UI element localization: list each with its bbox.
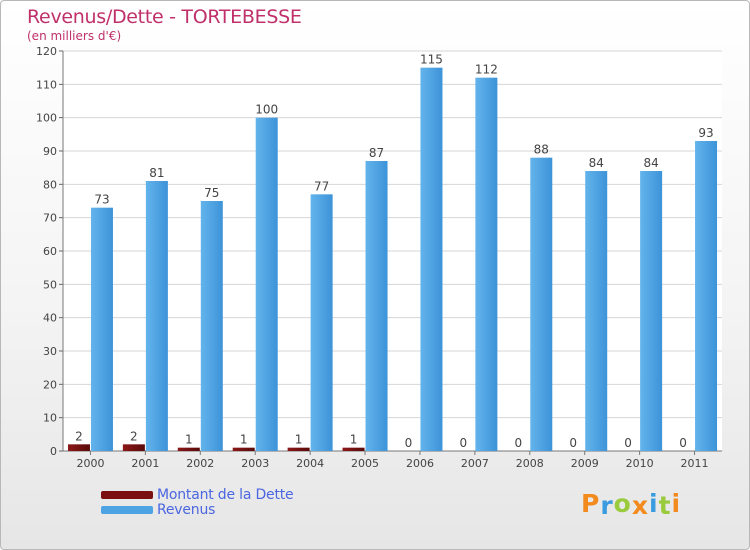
bar-revenus (420, 67, 443, 452)
bar-revenus (145, 181, 168, 451)
x-tick-label: 2004 (296, 457, 324, 470)
logo-letter: t (658, 491, 672, 520)
logo-letter: i (671, 489, 682, 518)
y-tick-label: 20 (43, 378, 57, 391)
y-tick-label: 100 (36, 112, 57, 125)
logo-letter: P (581, 489, 601, 518)
bar-dette (287, 447, 310, 451)
bar-dette (177, 447, 200, 451)
x-tick-label: 2001 (131, 457, 159, 470)
bar-revenus (475, 77, 498, 452)
bar-revenus (585, 171, 608, 451)
y-tick-label: 30 (43, 345, 57, 358)
data-label-dette: 1 (350, 433, 358, 447)
chart-subtitle: (en milliers d'€) (27, 29, 122, 43)
legend-label-revenus: Revenus (157, 501, 216, 518)
y-tick-label: 40 (43, 312, 57, 325)
logo-letter: o (613, 489, 632, 518)
data-label-revenus: 73 (94, 193, 109, 207)
data-label-dette: 0 (569, 436, 577, 450)
data-label-revenus: 100 (255, 103, 278, 117)
data-label-revenus: 112 (475, 63, 498, 77)
bar-revenus (90, 207, 113, 451)
data-label-dette: 0 (405, 436, 413, 450)
x-tick-label: 2008 (516, 457, 544, 470)
y-tick-label: 0 (50, 445, 57, 458)
y-tick-label: 90 (43, 145, 57, 158)
logo-letter: r (600, 491, 614, 520)
bar-revenus (530, 157, 553, 451)
data-label-dette: 0 (679, 436, 687, 450)
x-tick-label: 2010 (626, 457, 654, 470)
y-tick-label: 120 (36, 45, 57, 58)
legend-item-revenus: Revenus (101, 501, 293, 518)
x-tick-label: 2007 (461, 457, 489, 470)
legend-swatch-dette (101, 490, 153, 499)
bar-dette (122, 444, 145, 451)
logo-letter: i (649, 489, 659, 518)
legend-item-dette: Montant de la Dette (101, 486, 294, 503)
data-label-dette: 1 (295, 433, 303, 447)
bar-revenus (310, 194, 333, 452)
x-tick-label: 2003 (241, 457, 269, 470)
logo-letter: x (631, 491, 649, 520)
bar-revenus (365, 161, 388, 451)
x-tick-label: 2000 (76, 457, 104, 470)
data-label-revenus: 88 (534, 143, 549, 157)
bar-dette (67, 444, 90, 451)
bar-dette (342, 447, 365, 451)
bar-revenus (695, 141, 718, 451)
x-tick-label: 2009 (571, 457, 599, 470)
proxiti-logo: Proxiti (581, 489, 682, 520)
data-label-dette: 0 (460, 436, 468, 450)
bar-revenus (200, 201, 223, 451)
x-tick-label: 2006 (406, 457, 434, 470)
y-tick-label: 50 (43, 278, 57, 291)
data-label-revenus: 87 (369, 146, 384, 160)
data-label-dette: 1 (240, 433, 248, 447)
data-label-revenus: 75 (204, 186, 219, 200)
y-tick-label: 10 (43, 412, 57, 425)
data-label-revenus: 81 (149, 166, 164, 180)
data-label-dette: 0 (624, 436, 632, 450)
data-label-revenus: 115 (420, 53, 443, 67)
data-label-revenus: 84 (589, 156, 604, 170)
legend-label-dette: Montant de la Dette (157, 486, 294, 503)
y-tick-label: 110 (36, 78, 57, 91)
bar-revenus (640, 171, 663, 451)
data-label-revenus: 77 (314, 179, 329, 193)
chart-legend: Montant de la Dette Revenus (101, 486, 294, 518)
bar-dette (232, 447, 255, 451)
data-label-dette: 2 (130, 429, 138, 443)
x-tick-label: 2002 (186, 457, 214, 470)
data-label-dette: 2 (75, 429, 83, 443)
data-label-revenus: 84 (643, 156, 658, 170)
x-tick-label: 2005 (351, 457, 379, 470)
data-label-revenus: 93 (698, 126, 713, 140)
chart-title: Revenus/Dette - TORTEBESSE (27, 6, 302, 28)
legend-swatch-revenus (101, 505, 153, 514)
y-tick-label: 70 (43, 212, 57, 225)
data-label-dette: 1 (185, 433, 193, 447)
y-tick-label: 60 (43, 245, 57, 258)
bar-revenus (255, 117, 278, 452)
data-label-dette: 0 (514, 436, 522, 450)
x-tick-label: 2011 (681, 457, 709, 470)
y-tick-label: 80 (43, 178, 57, 191)
